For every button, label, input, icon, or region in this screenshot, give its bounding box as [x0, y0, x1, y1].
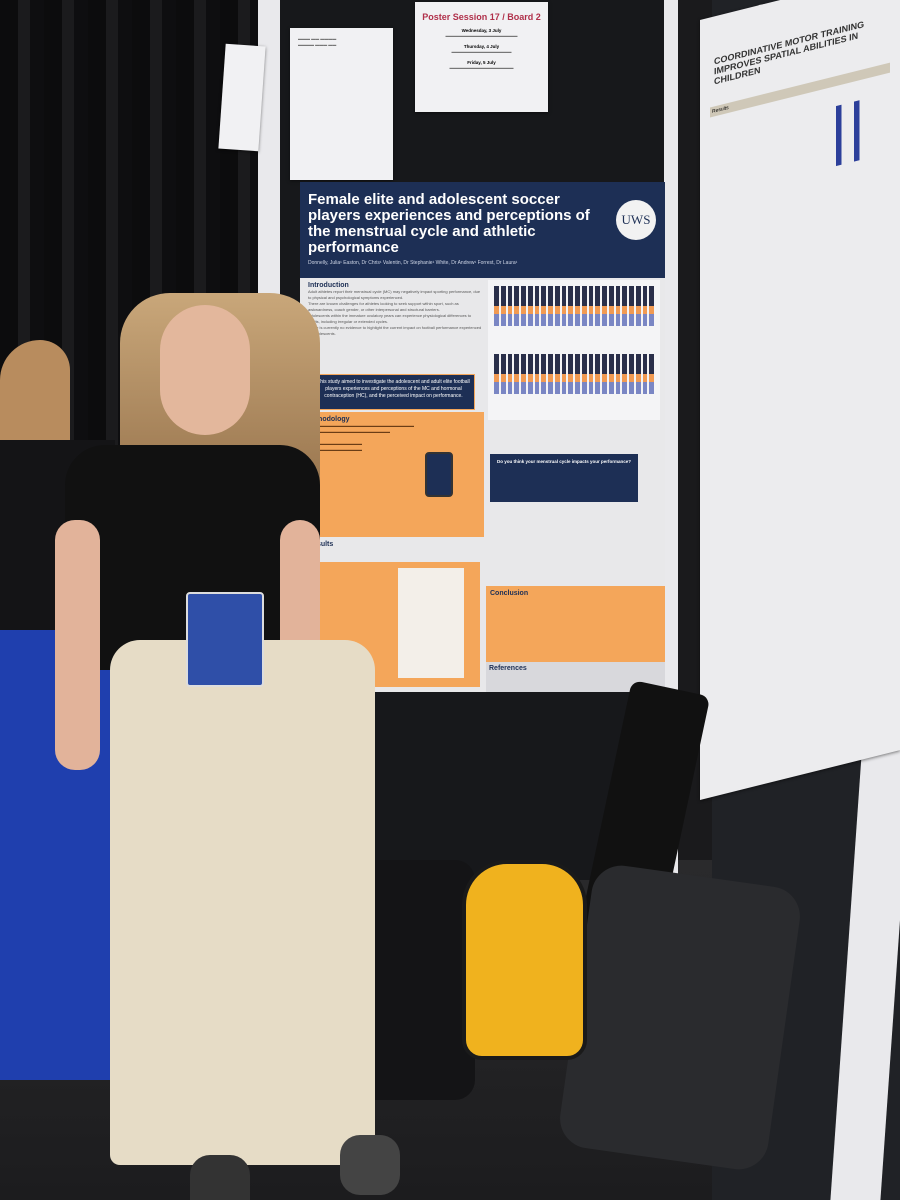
- yellow-backpack: [462, 860, 587, 1060]
- intro-point: Adult athletes report their menstrual cy…: [308, 289, 481, 300]
- session-day: Friday, 5 July: [467, 60, 496, 65]
- symptom-chart: [488, 280, 660, 420]
- research-poster: Female elite and adolescent soccer playe…: [300, 182, 665, 692]
- board-frame-right: [664, 0, 678, 880]
- uws-logo: UWS: [616, 200, 656, 240]
- poster-title: Female elite and adolescent soccer playe…: [308, 191, 590, 256]
- session-day: Thursday, 4 July: [463, 44, 500, 49]
- conclusion-heading: Conclusion: [490, 590, 529, 597]
- results-heading: Results: [308, 541, 334, 548]
- session-sign: Poster Session 17 / Board 2 Wednesday, 3…: [415, 2, 548, 112]
- woman-arm-left: [55, 520, 100, 770]
- session-day: Wednesday, 3 July: [461, 28, 502, 33]
- chart-bars-a: [494, 286, 654, 326]
- cream-trousers: [110, 640, 375, 1165]
- conclusion-section: Conclusion: [486, 586, 665, 662]
- neighbor-poster: Coordinative motor training improves spa…: [700, 0, 900, 800]
- pinned-paper: [218, 43, 266, 152]
- poster-authors: Donnelly, Julia¹ Easton, Dr Chris¹ Valen…: [308, 260, 518, 266]
- methodology-heading: Methodology: [306, 416, 350, 423]
- study-aim-box: This study aimed to investigate the adol…: [312, 374, 475, 410]
- pinned-abstract-sheet: ▬▬▬ ▬▬ ▬▬▬▬ ▬▬▬▬ ▬▬▬ ▬▬: [290, 28, 393, 180]
- results-table: [320, 562, 480, 687]
- references-heading: References: [489, 665, 527, 672]
- chart-bars-b: [494, 354, 654, 394]
- phone-icon: [425, 452, 453, 497]
- woman-face: [160, 305, 250, 435]
- conference-badge: [186, 592, 264, 687]
- intro-heading: Introduction: [308, 282, 349, 289]
- intro-point: Adolescents within the immature ovulator…: [308, 313, 472, 324]
- intro-point: There is currently no evidence to highli…: [308, 325, 482, 336]
- session-title: Poster Session 17 / Board 2: [422, 12, 541, 22]
- question-heading: Do you think your menstrual cycle impact…: [496, 459, 632, 464]
- question-box: Do you think your menstrual cycle impact…: [490, 454, 638, 502]
- black-backpack: [556, 861, 804, 1174]
- intro-point: There are known challenges for athletes …: [308, 301, 459, 312]
- sneaker-left: [190, 1155, 250, 1200]
- sneaker-right: [340, 1135, 400, 1195]
- poster-header: Female elite and adolescent soccer playe…: [300, 182, 665, 278]
- methodology-section: Methodology ▬▬▬▬▬▬▬▬▬▬▬▬▬▬▬▬▬▬▬▬▬▬▬▬▬▬▬ ▬…: [300, 412, 484, 537]
